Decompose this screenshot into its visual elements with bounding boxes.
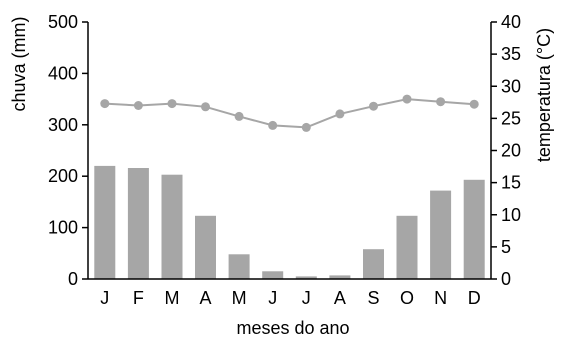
right-tick-label: 5 [501,237,511,257]
right-axis-title: temperatura (°C) [534,28,554,162]
rainfall-bar [94,165,116,279]
left-axis-title: chuva (mm) [9,16,29,111]
month-label: J [268,288,277,308]
temperature-point [369,101,378,111]
month-label: A [199,288,211,308]
temperature-line [100,94,479,132]
left-tick-label: 100 [48,218,78,238]
rainfall-bar [396,215,418,279]
left-tick-label: 200 [48,166,78,186]
temperature-point [402,94,412,104]
month-label: J [100,288,109,308]
temperature-point [100,99,110,109]
month-label: J [302,288,311,308]
temperature-polyline [104,98,475,129]
temperature-point [234,111,244,121]
temperature-point [167,99,177,109]
rainfall-bar [262,271,284,279]
right-tick-label: 0 [501,269,511,289]
right-tick-label: 10 [501,205,521,225]
right-tick-label: 30 [501,76,521,96]
temperature-point [335,109,345,119]
temperature-point [133,101,143,110]
rainfall-bar [430,190,452,279]
rainfall-bar [463,179,485,279]
right-tick-label: 35 [501,44,521,64]
left-tick-label: 400 [48,63,78,83]
temperature-point [301,122,311,132]
month-label: D [468,288,481,308]
right-tick-label: 20 [501,141,521,161]
month-label: A [334,288,346,308]
temperature-point [436,97,446,107]
month-label: N [434,288,447,308]
rainfall-bars [94,165,485,279]
rainfall-bar [195,215,216,279]
month-label: F [133,288,144,308]
axes [82,21,497,280]
rainfall-bar [295,276,317,279]
temperature-point [268,120,278,130]
left-tick-label: 300 [48,115,78,135]
temperature-point [469,99,479,109]
right-tick-label: 15 [501,173,521,193]
temperature-point [201,102,210,112]
month-label: M [165,288,180,308]
right-tick-label: 25 [501,108,521,128]
rainfall-bar [161,174,183,279]
month-label: M [232,288,247,308]
rainfall-bar [127,168,149,279]
right-tick-label: 40 [501,12,521,32]
month-label: O [400,288,414,308]
x-axis-title: meses do ano [236,318,349,338]
rainfall-bar [363,249,384,279]
rainfall-bar [329,275,351,279]
rainfall-bar [228,254,250,279]
left-tick-label: 0 [68,269,78,289]
left-tick-label: 500 [48,12,78,32]
month-label: S [367,288,379,308]
